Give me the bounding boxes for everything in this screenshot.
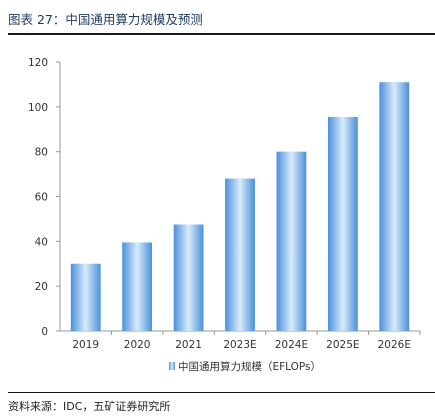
x-tick-label: 2021 (175, 339, 202, 351)
bar-chart: 0 20 40 60 80 100 120 2019 2020 2021 2023E 2024E 202… (28, 57, 421, 373)
bar (379, 82, 410, 331)
bar (173, 224, 204, 331)
x-tick-label: 2024E (275, 339, 308, 351)
bar (327, 116, 358, 331)
figure-title: 图表 27：中国通用算力规模及预测 (8, 12, 203, 27)
bar (122, 242, 153, 331)
legend-label: 中国通用算力规模（EFLOPs） (178, 360, 321, 373)
legend-swatch (168, 362, 175, 370)
source-note: 资料来源：IDC，五矿证券研究所 (8, 400, 171, 413)
x-tick-label: 2019 (72, 339, 99, 351)
title-divider (8, 33, 435, 35)
y-tick-label: 60 (35, 192, 48, 204)
x-tick-label: 2023E (223, 339, 256, 351)
x-tick-label: 2026E (378, 339, 411, 351)
bar (70, 263, 101, 331)
x-tick-label: 2025E (326, 339, 359, 351)
y-tick-label: 0 (41, 326, 48, 338)
source-divider (8, 392, 435, 393)
y-tick-label: 20 (35, 281, 48, 293)
y-tick-label: 120 (28, 57, 48, 69)
bar (276, 151, 307, 331)
y-tick-label: 80 (35, 147, 48, 159)
bar (225, 178, 255, 331)
y-tick-label: 100 (28, 102, 48, 114)
y-tick-label: 40 (35, 236, 48, 248)
x-tick-label: 2020 (124, 339, 151, 351)
